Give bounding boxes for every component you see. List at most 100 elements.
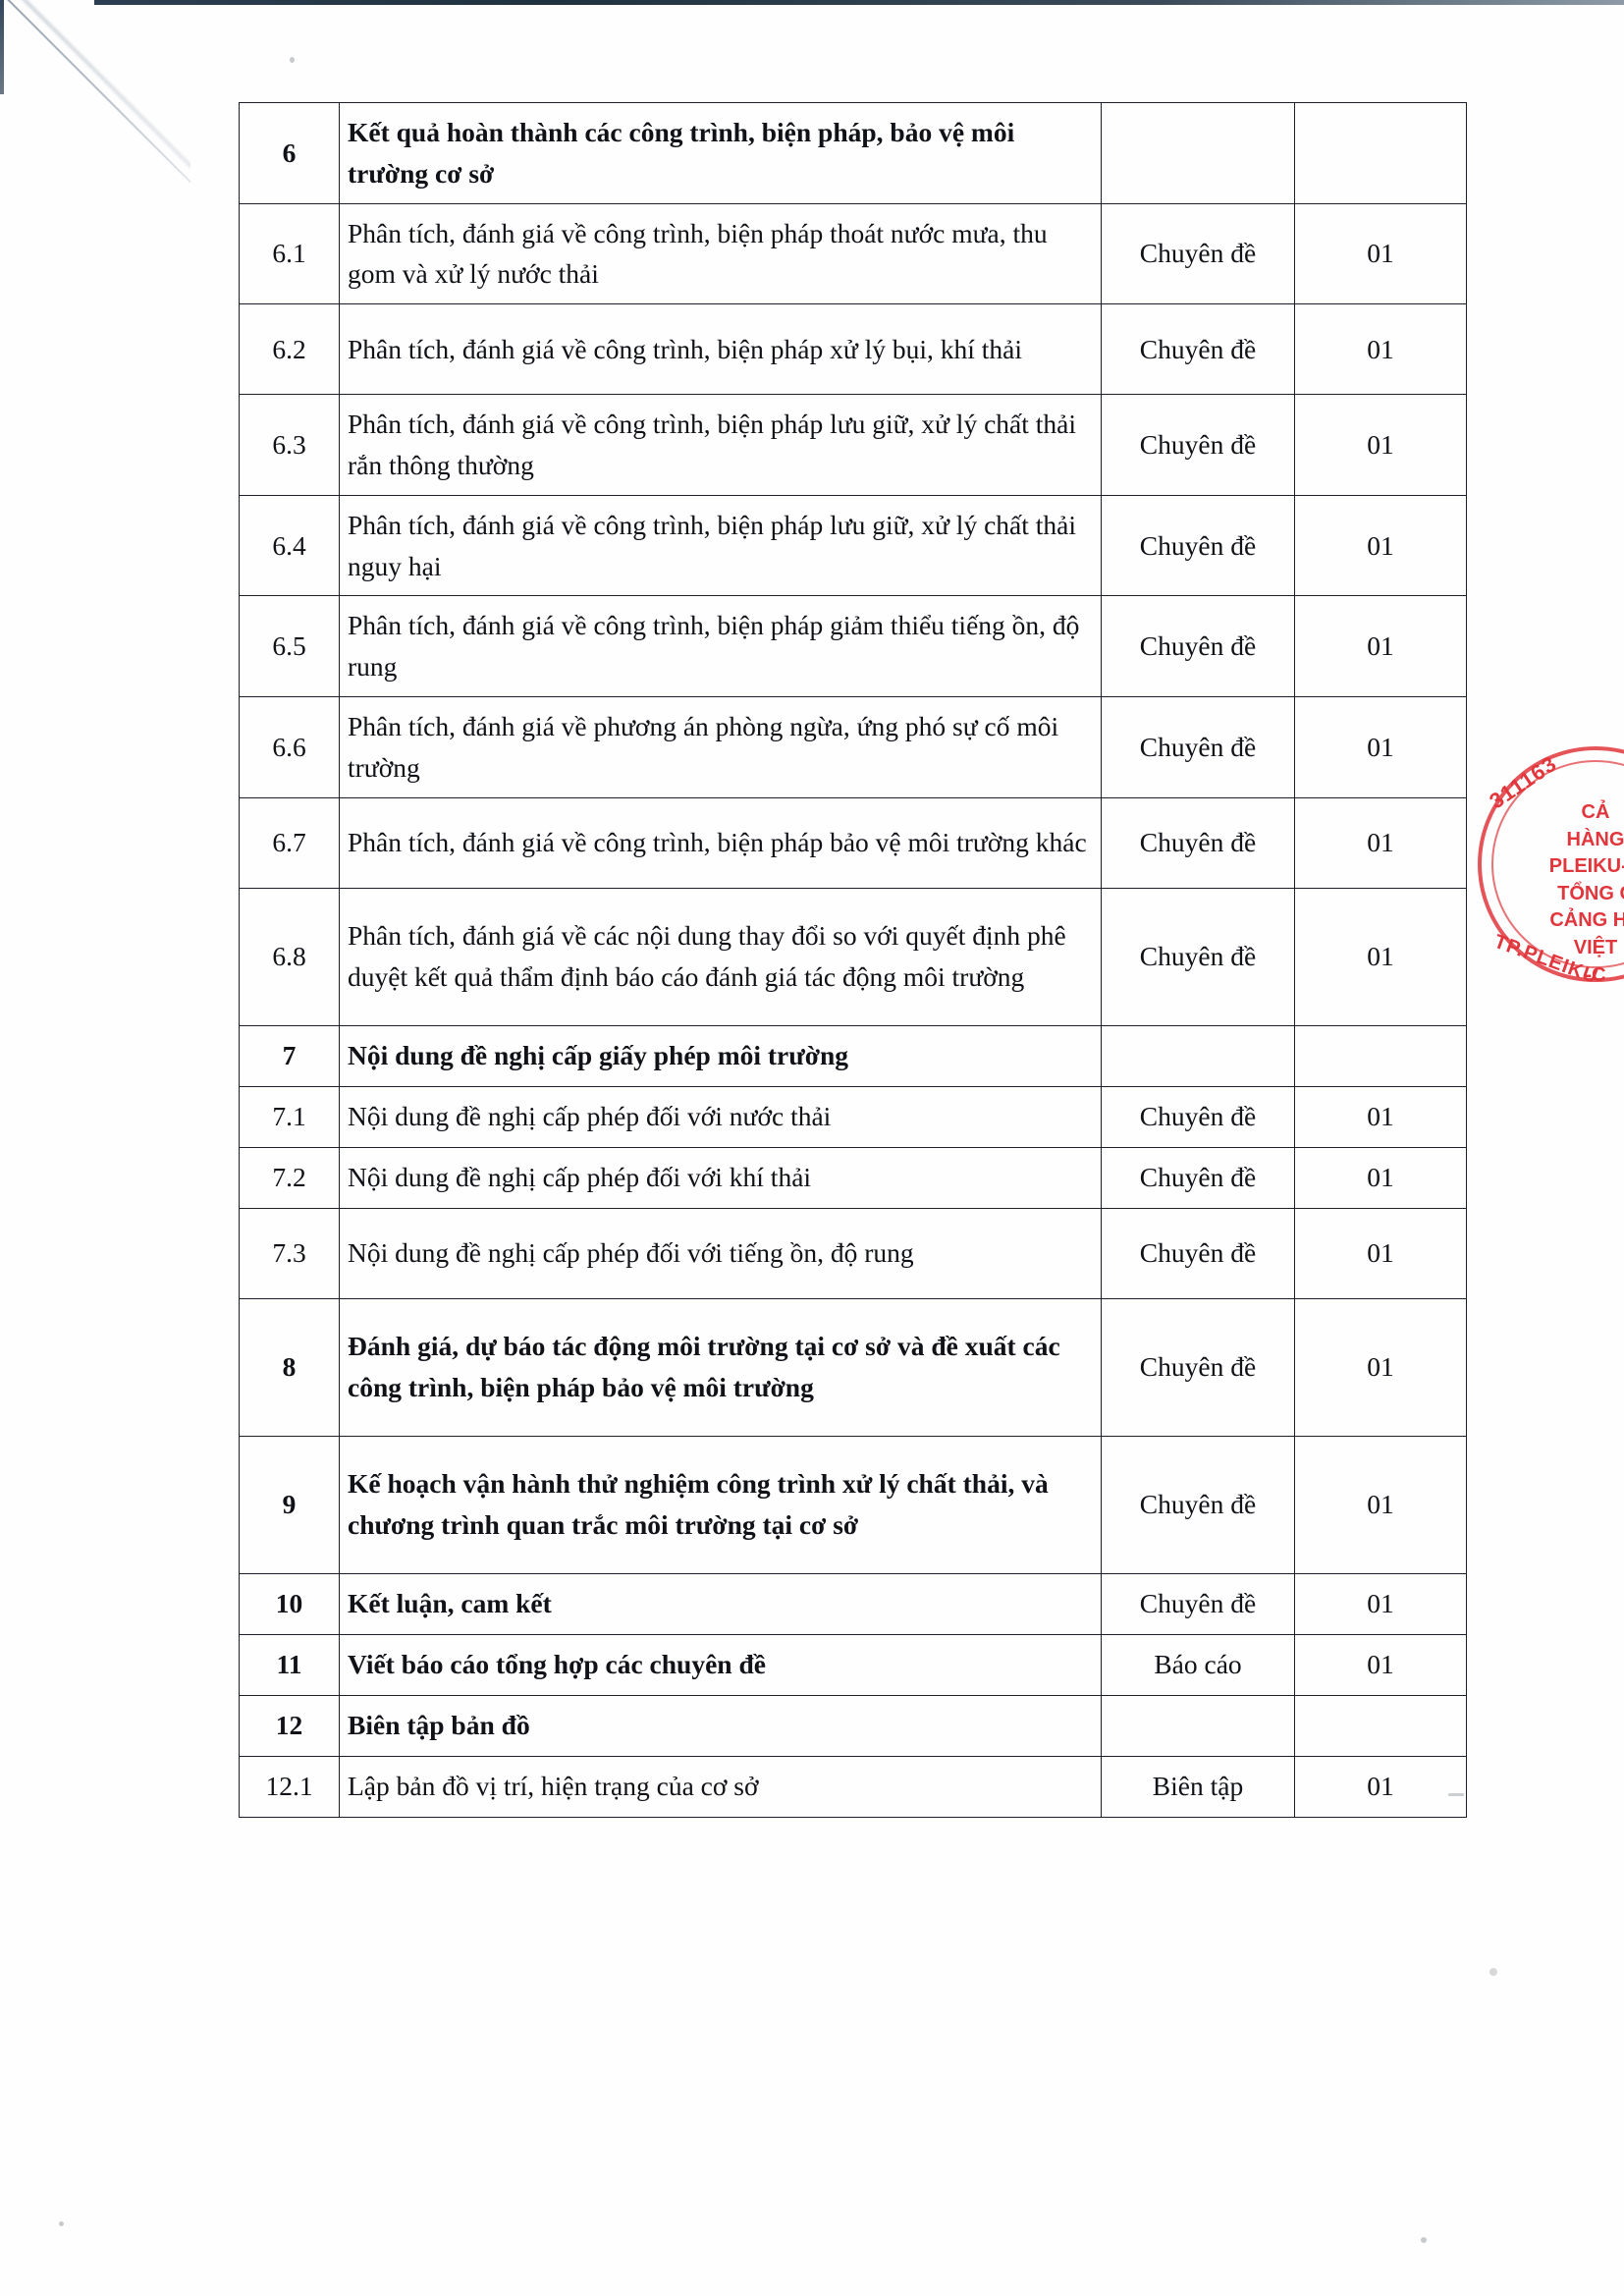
row-quantity-cell: 01: [1294, 1633, 1467, 1696]
table-row: 10 Kết luận, cam kết Chuyên đề 01: [239, 1572, 1467, 1635]
row-number-cell: 6: [239, 102, 340, 204]
seal-arc-top-text: 311163: [1485, 750, 1562, 814]
row-description-cell: Phân tích, đánh giá về công trình, biện …: [339, 796, 1102, 889]
row-unit-cell: Chuyên đề: [1101, 202, 1295, 305]
row-number-cell: 8: [239, 1297, 340, 1437]
scan-edge-band-left: [0, 0, 4, 94]
table-row: 6.8 Phân tích, đánh giá về các nội dung …: [239, 887, 1467, 1026]
row-description-cell: Phân tích, đánh giá về công trình, biện …: [339, 394, 1102, 496]
table-row: 7 Nội dung đề nghị cấp giấy phép môi trư…: [239, 1024, 1467, 1087]
row-number-cell: 6.2: [239, 303, 340, 396]
row-unit-cell: Chuyên đề: [1101, 695, 1295, 798]
row-number-cell: 6.4: [239, 494, 340, 597]
table-row: 6.3 Phân tích, đánh giá về công trình, b…: [239, 394, 1467, 496]
row-quantity-cell: 01: [1294, 494, 1467, 597]
row-quantity-cell: 01: [1294, 394, 1467, 496]
row-description-cell: Kết luận, cam kết: [339, 1572, 1102, 1635]
row-quantity-cell: 01: [1294, 1755, 1467, 1818]
table-row: 7.1 Nội dung đề nghị cấp phép đối với nư…: [239, 1085, 1467, 1148]
seal-line-4: TỔNG C: [1557, 882, 1624, 904]
folded-corner-artifact: [0, 0, 190, 187]
row-number-cell: 6.8: [239, 887, 340, 1026]
row-number-cell: 6.6: [239, 695, 340, 798]
row-unit-cell: [1101, 1024, 1295, 1087]
table-row: 12 Biên tập bản đồ: [239, 1694, 1467, 1757]
row-number-cell: 7.3: [239, 1207, 340, 1299]
row-quantity-cell: 01: [1294, 1572, 1467, 1635]
row-number-cell: 7: [239, 1024, 340, 1087]
table-row: 6.1 Phân tích, đánh giá về công trình, b…: [239, 202, 1467, 305]
seal-line-2: HÀNG: [1566, 828, 1624, 850]
seal-line-6: VIỆT: [1573, 936, 1618, 958]
row-description-cell: Nội dung đề nghị cấp giấy phép môi trườn…: [339, 1024, 1102, 1087]
row-unit-cell: [1101, 1694, 1295, 1757]
row-number-cell: 6.7: [239, 796, 340, 889]
seal-line-7: -C: [1585, 963, 1606, 986]
table-row: 6.2 Phân tích, đánh giá về công trình, b…: [239, 303, 1467, 396]
official-seal-clip: 311163 CẢ HÀNG PLEIKU-C TỔNG C CẢNG HÀ V…: [1466, 687, 1624, 1100]
row-number-cell: 7.2: [239, 1146, 340, 1209]
seal-center-text: CẢ HÀNG PLEIKU-C TỔNG C CẢNG HÀ VIỆT -C: [1478, 799, 1624, 989]
row-description-cell: Phân tích, đánh giá về công trình, biện …: [339, 494, 1102, 597]
row-quantity-cell: 01: [1294, 1297, 1467, 1437]
row-number-cell: 7.1: [239, 1085, 340, 1148]
scan-speck: [290, 57, 295, 63]
row-unit-cell: Chuyên đề: [1101, 494, 1295, 597]
row-quantity-cell: [1294, 1024, 1467, 1087]
row-number-cell: 6.5: [239, 595, 340, 697]
row-unit-cell: Biên tập: [1101, 1755, 1295, 1818]
row-description-cell: Kế hoạch vận hành thử nghiệm công trình …: [339, 1435, 1102, 1574]
table-row: 12.1 Lập bản đồ vị trí, hiện trạng của c…: [239, 1755, 1467, 1818]
row-number-cell: 9: [239, 1435, 340, 1574]
row-quantity-cell: 01: [1294, 1435, 1467, 1574]
seal-line-3: PLEIKU-C: [1548, 855, 1624, 878]
row-unit-cell: Chuyên đề: [1101, 1572, 1295, 1635]
seal-arc-bottom-text: TP.PLEIKU: [1490, 930, 1601, 989]
row-unit-cell: [1101, 102, 1295, 204]
scan-edge-band-top: [94, 0, 1624, 5]
row-unit-cell: Chuyên đề: [1101, 394, 1295, 496]
row-number-cell: 10: [239, 1572, 340, 1635]
official-seal: 311163 CẢ HÀNG PLEIKU-C TỔNG C CẢNG HÀ V…: [1478, 746, 1624, 992]
table-row: 9 Kế hoạch vận hành thử nghiệm công trìn…: [239, 1435, 1467, 1574]
row-unit-cell: Chuyên đề: [1101, 796, 1295, 889]
table-row: 6.5 Phân tích, đánh giá về công trình, b…: [239, 595, 1467, 697]
requirements-table-wrapper: 6 Kết quả hoàn thành các công trình, biệ…: [239, 102, 1467, 1818]
row-description-cell: Phân tích, đánh giá về công trình, biện …: [339, 303, 1102, 396]
row-number-cell: 11: [239, 1633, 340, 1696]
row-description-cell: Lập bản đồ vị trí, hiện trạng của cơ sở: [339, 1755, 1102, 1818]
row-unit-cell: Chuyên đề: [1101, 1435, 1295, 1574]
row-unit-cell: Báo cáo: [1101, 1633, 1295, 1696]
row-unit-cell: Chuyên đề: [1101, 1085, 1295, 1148]
table-row: 6.7 Phân tích, đánh giá về công trình, b…: [239, 796, 1467, 889]
row-quantity-cell: 01: [1294, 695, 1467, 798]
seal-line-1: CẢ: [1581, 801, 1610, 823]
row-unit-cell: Chuyên đề: [1101, 1297, 1295, 1437]
row-description-cell: Viết báo cáo tổng hợp các chuyên đề: [339, 1633, 1102, 1696]
table-row: 7.3 Nội dung đề nghị cấp phép đối với ti…: [239, 1207, 1467, 1299]
row-description-cell: Phân tích, đánh giá về các nội dung thay…: [339, 887, 1102, 1026]
seal-inner-ring: [1491, 760, 1624, 968]
requirements-table: 6 Kết quả hoàn thành các công trình, biệ…: [239, 102, 1467, 1818]
table-row: 11 Viết báo cáo tổng hợp các chuyên đề B…: [239, 1633, 1467, 1696]
scan-speck: [1489, 1968, 1497, 1976]
row-description-cell: Nội dung đề nghị cấp phép đối với khí th…: [339, 1146, 1102, 1209]
table-row: 6 Kết quả hoàn thành các công trình, biệ…: [239, 102, 1467, 204]
row-number-cell: 6.3: [239, 394, 340, 496]
seal-line-5: CẢNG HÀ: [1549, 909, 1624, 932]
row-quantity-cell: 01: [1294, 1207, 1467, 1299]
scan-speck: [59, 2221, 64, 2226]
row-quantity-cell: [1294, 102, 1467, 204]
row-number-cell: 6.1: [239, 202, 340, 305]
row-description-cell: Phân tích, đánh giá về phương án phòng n…: [339, 695, 1102, 798]
row-description-cell: Nội dung đề nghị cấp phép đối với nước t…: [339, 1085, 1102, 1148]
row-description-cell: Biên tập bản đồ: [339, 1694, 1102, 1757]
row-description-cell: Phân tích, đánh giá về công trình, biện …: [339, 202, 1102, 305]
row-description-cell: Nội dung đề nghị cấp phép đối với tiếng …: [339, 1207, 1102, 1299]
row-number-cell: 12.1: [239, 1755, 340, 1818]
row-description-cell: Kết quả hoàn thành các công trình, biện …: [339, 102, 1102, 204]
row-quantity-cell: 01: [1294, 1146, 1467, 1209]
table-row: 7.2 Nội dung đề nghị cấp phép đối với kh…: [239, 1146, 1467, 1209]
row-quantity-cell: 01: [1294, 202, 1467, 305]
